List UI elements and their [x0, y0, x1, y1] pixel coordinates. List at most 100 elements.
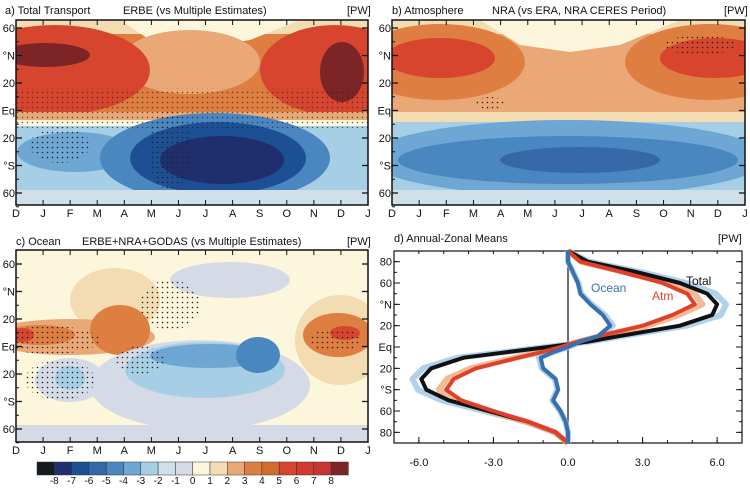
- lat-label: 20: [380, 321, 392, 333]
- colorbar-swatch: [209, 461, 228, 476]
- panel-d-unit: [PW]: [718, 233, 742, 245]
- colorbar-label: 5: [276, 476, 282, 485]
- panel-c-label: c) Ocean: [16, 236, 61, 248]
- colorbar-label: -5: [102, 476, 111, 485]
- lat-label: 20: [379, 78, 391, 90]
- lat-label: 60: [3, 188, 15, 200]
- month-label: J: [176, 445, 182, 457]
- lat-label: °S: [380, 385, 392, 397]
- month-label: M: [469, 208, 478, 220]
- month-label: A: [229, 208, 237, 220]
- colorbar-swatch: [140, 461, 159, 476]
- lat-label: 80: [380, 427, 392, 439]
- lat-label: 60: [3, 23, 15, 35]
- month-label: A: [497, 208, 505, 220]
- colorbar-label: 4: [259, 476, 265, 485]
- colorbar-swatch: [192, 461, 211, 476]
- lat-label: Eq: [2, 106, 15, 118]
- panel-a-frame: [15, 19, 369, 206]
- panel-b-unit: [PW]: [724, 5, 748, 17]
- month-label: S: [633, 208, 640, 220]
- x-tick-label: 6.0: [709, 457, 724, 469]
- month-label: J: [742, 208, 748, 220]
- series-label-total: Total: [686, 274, 711, 288]
- panel-b-frame: [391, 19, 746, 206]
- month-label: M: [93, 208, 102, 220]
- colorbar-label: -6: [84, 476, 93, 485]
- colorbar-label: -8: [50, 476, 59, 485]
- lat-label: 60: [379, 188, 391, 200]
- colorbar-label: 8: [328, 476, 334, 485]
- colorbar-swatch: [105, 461, 124, 476]
- colorbar-label: -7: [67, 476, 76, 485]
- month-label: A: [606, 208, 614, 220]
- panel-a-label: a) Total Transport: [5, 5, 90, 17]
- x-tick-label: 3.0: [635, 457, 650, 469]
- lat-label: 60: [380, 406, 392, 418]
- lat-label: 60: [3, 424, 15, 436]
- lat-label: 60: [3, 259, 15, 271]
- colorbar-swatch: [244, 461, 263, 476]
- panel-b-label: b) Atmosphere: [392, 5, 464, 17]
- series-label-ocean: Ocean: [591, 281, 626, 295]
- lat-label: °S: [3, 161, 15, 173]
- series-line-atm: [444, 249, 697, 445]
- colorbar-label: 2: [225, 476, 231, 485]
- panel-a-field: [16, 20, 368, 205]
- lat-label: Eq: [2, 342, 15, 354]
- lat-label: 80: [380, 257, 392, 269]
- colorbar-swatch: [296, 461, 315, 476]
- lat-label: 20: [3, 314, 15, 326]
- panel-b-field: [392, 20, 745, 205]
- month-label: F: [443, 208, 450, 220]
- panel-c-subtitle: ERBE+NRA+GODAS (vs Multiple Estimates): [82, 236, 301, 248]
- month-label: N: [310, 208, 318, 220]
- colorbar-swatch: [261, 461, 280, 476]
- colorbar-swatch: [54, 461, 72, 476]
- month-label: D: [337, 208, 345, 220]
- lat-label: °N: [380, 299, 392, 311]
- colorbar-swatch: [330, 461, 349, 476]
- lat-label: Eq: [379, 342, 392, 354]
- lat-label: 60: [380, 278, 392, 290]
- month-label: D: [388, 208, 396, 220]
- colorbar-swatch: [278, 461, 297, 476]
- month-label: M: [147, 208, 156, 220]
- colorbar-swatch: [157, 461, 176, 476]
- month-label: M: [523, 208, 532, 220]
- colorbar-label: 1: [207, 476, 213, 485]
- month-label: M: [93, 445, 102, 457]
- month-label: J: [552, 208, 558, 220]
- month-label: O: [282, 445, 291, 457]
- colorbar: -8 -7 -6 -5 -4 -3 -2 -1 0 1 2 3 4 5 6 7 8: [36, 461, 349, 487]
- colorbar-label: 0: [190, 476, 196, 485]
- month-label: D: [12, 445, 20, 457]
- month-label: S: [256, 445, 263, 457]
- x-tick-label: -3.0: [484, 457, 503, 469]
- lat-label: 60: [379, 23, 391, 35]
- panel-d-label: d) Annual-Zonal Means: [394, 233, 508, 245]
- month-label: J: [416, 208, 422, 220]
- month-label: J: [365, 208, 371, 220]
- month-label: J: [203, 445, 209, 457]
- month-label: A: [121, 208, 129, 220]
- lat-label: 20: [3, 369, 15, 381]
- panel-d-plot: 80 60 °N 20 Eq 20 °S 60 80 -6.0 -3.0 0.0 3.0 6.0 Total…: [379, 248, 743, 469]
- x-tick-label: -6.0: [409, 457, 428, 469]
- colorbar-label: 6: [294, 476, 300, 485]
- month-label: F: [67, 208, 74, 220]
- colorbar-label: -4: [119, 476, 128, 485]
- month-label: S: [256, 208, 263, 220]
- month-label: D: [714, 208, 722, 220]
- colorbar-label: -1: [171, 476, 180, 485]
- colorbar-label: -2: [154, 476, 163, 485]
- month-label: M: [147, 445, 156, 457]
- month-label: J: [40, 208, 46, 220]
- colorbar-swatch: [123, 461, 142, 476]
- series-label-atm: Atm: [652, 289, 673, 303]
- month-label: A: [229, 445, 237, 457]
- series-line-ocean: [538, 251, 613, 443]
- month-label: D: [12, 208, 20, 220]
- lat-label: °S: [3, 397, 15, 409]
